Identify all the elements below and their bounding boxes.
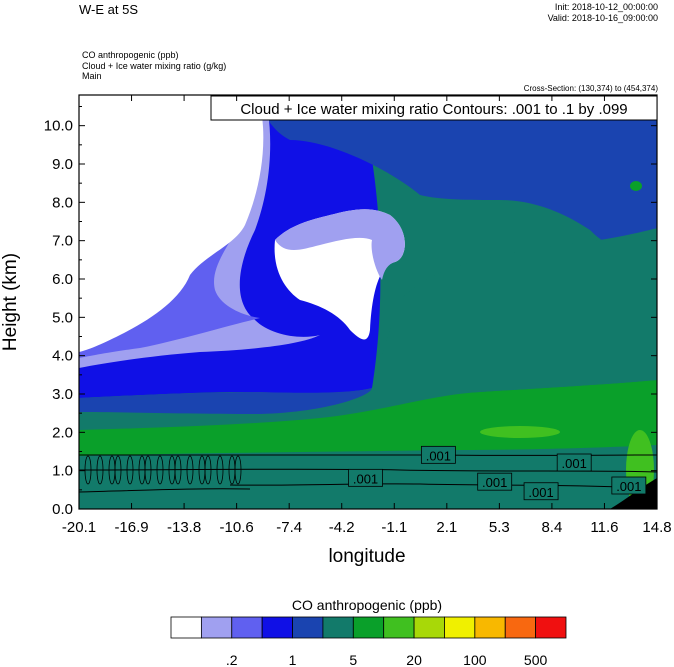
valid-time: Valid: 2018-10-16_09:00:00 <box>547 13 658 23</box>
cloud-contour-blob <box>84 455 92 485</box>
co-field <box>79 95 657 509</box>
y-tick-label: 3.0 <box>52 386 73 403</box>
cloud-contour-blob <box>174 455 182 485</box>
init-time: Init: 2018-10-12_00:00:00 <box>554 2 658 12</box>
colorbar-swatch <box>292 616 324 639</box>
cloud-contour-blob <box>234 455 242 485</box>
y-tick-label: 10.0 <box>44 118 73 135</box>
contour-label: .001 <box>562 456 587 471</box>
field-main: Main <box>82 71 102 81</box>
contour-title-text: Cloud + Ice water mixing ratio Contours:… <box>240 101 627 118</box>
contour-label: .001 <box>616 479 641 494</box>
contour-label-box <box>477 472 513 491</box>
plot-title: W-E at 5S <box>79 2 139 17</box>
y-tick-label: 1.0 <box>52 463 73 480</box>
y-tick-label: 9.0 <box>52 156 73 173</box>
y-tick-label: 4.0 <box>52 348 73 365</box>
colorbar-swatch <box>352 616 385 639</box>
colorbar-swatch <box>383 616 415 639</box>
colorbar-swatch <box>413 616 445 639</box>
plot-frame <box>78 94 658 510</box>
colorbar-swatch <box>444 616 476 639</box>
x-tick-label: 2.1 <box>436 519 457 536</box>
contour-label: .001 <box>426 448 451 463</box>
colorbar-swatch <box>504 616 537 639</box>
cloud-contour-blob <box>114 455 122 485</box>
field-co: CO anthropogenic (ppb) <box>82 50 179 60</box>
time-info: Init: 2018-10-12_00:00:00 Valid: 2018-10… <box>548 2 658 24</box>
colorbar-swatch <box>474 616 506 639</box>
colorbar: .2 1 5 20 100 500 <box>170 616 567 667</box>
colorbar-label: 100 <box>463 652 487 667</box>
cloud-contour-blob <box>96 455 104 485</box>
cloud-contour-blob <box>186 455 194 485</box>
y-tick-label: 7.0 <box>52 233 73 250</box>
x-tick-label: 8.4 <box>541 519 562 536</box>
colorbar-swatch <box>200 616 233 639</box>
colorbar-swatch <box>261 616 293 639</box>
y-axis-label: Height (km) <box>0 253 21 351</box>
x-tick-label: 11.6 <box>590 519 618 536</box>
x-axis-label: longitude <box>328 546 405 567</box>
colorbar-swatch <box>535 616 567 639</box>
cloud-contour-blob <box>204 455 212 485</box>
contour-label-box <box>611 476 647 495</box>
colorbar-title: CO anthropogenic (ppb) <box>292 597 442 613</box>
colorbar-swatch <box>322 616 354 639</box>
contour-label: .001 <box>353 471 378 486</box>
x-tick-label: -20.1 <box>62 519 96 536</box>
colorbar-label: 20 <box>406 652 422 667</box>
y-tick-label: 8.0 <box>52 194 73 211</box>
field-cloud: Cloud + Ice water mixing ratio (g/kg) <box>82 60 227 71</box>
colorbar-label: 500 <box>524 652 548 667</box>
x-tick-label: -13.8 <box>167 519 201 536</box>
cloud-contour-blob <box>126 455 134 485</box>
contour-label-box <box>556 453 592 472</box>
colorbar-label: 1 <box>289 652 297 667</box>
field-list: CO anthropogenic (ppb) Cloud + Ice water… <box>82 50 226 82</box>
colorbar-swatch <box>231 616 263 639</box>
y-tick-label: 0.0 <box>52 501 73 518</box>
contour-label-box <box>523 482 559 501</box>
x-tick-label: -4.2 <box>329 519 355 536</box>
cross-section-info: Cross-Section: (130,374) to (454,374) <box>523 84 658 93</box>
x-tick-label: 5.3 <box>489 519 510 536</box>
x-tick-label: 14.8 <box>642 519 671 536</box>
contour-label-box <box>420 445 456 464</box>
contour-label: .001 <box>482 475 507 490</box>
colorbar-swatch <box>170 616 202 639</box>
contour-label-box <box>348 468 383 487</box>
x-tick-label: -1.1 <box>381 519 407 536</box>
y-tick-label: 5.0 <box>52 309 73 326</box>
colorbar-label: 5 <box>349 652 357 667</box>
colorbar-label: .2 <box>226 652 238 667</box>
cloud-contour-blob <box>216 455 224 485</box>
x-tick-label: -10.6 <box>220 519 254 536</box>
contour-label: .001 <box>528 485 553 500</box>
y-tick-label: 2.0 <box>52 424 73 441</box>
x-tick-label: -7.4 <box>276 519 302 536</box>
cloud-contour-blob <box>144 455 152 485</box>
y-tick-label: 6.0 <box>52 271 73 288</box>
cloud-contour-blob <box>156 455 164 485</box>
x-tick-label: -16.9 <box>114 519 148 536</box>
contour-title: Cloud + Ice water mixing ratio Contours:… <box>210 95 658 121</box>
